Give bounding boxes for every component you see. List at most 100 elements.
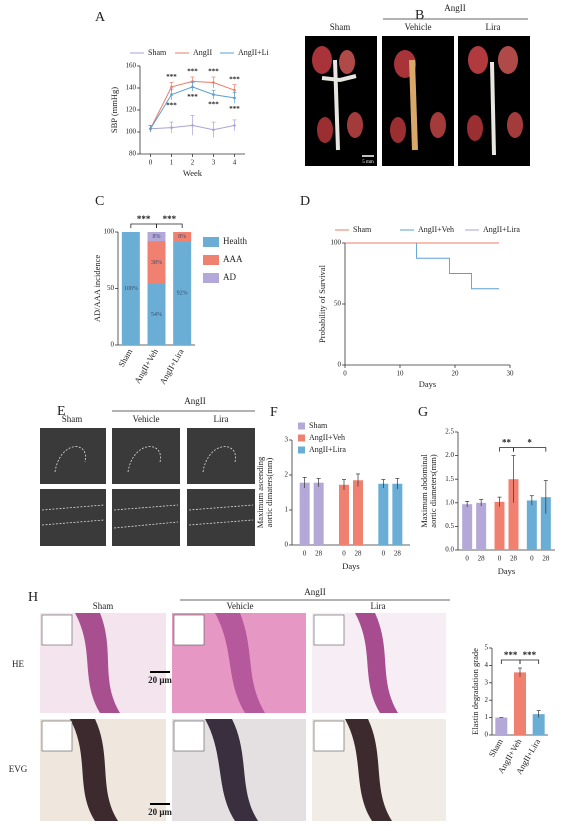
bar [313,482,324,545]
survival-line [345,242,499,290]
bar [339,484,349,545]
y-tick-label: 2 [285,471,289,479]
y-tick-label: 1.0 [445,498,454,506]
y-tick-label: 1 [485,713,489,721]
significance-label: *** [504,650,518,660]
group-label: AngII [304,587,326,597]
y-tick-label: 5 [485,644,489,652]
scale-label: 20 μm [148,675,172,685]
image-label: Sham [62,414,83,424]
x-tick-label: Sham [116,347,135,369]
y-tick-label: 2.5 [445,428,454,436]
legend-label: AngII+Veh [418,225,454,234]
y-tick-label: 160 [126,62,137,70]
bar-segment [147,283,166,345]
group-label: AngII [444,3,466,13]
x-tick-label: 28 [542,555,550,563]
vessel-outline [41,446,254,529]
panel-b: B AngII Sham Vehicle Lira 5 mm [305,3,530,166]
bar [378,483,389,545]
y-axis-label: AD/AAA incidence [92,255,102,323]
x-tick-label: 0 [530,555,534,563]
legend-swatch [203,273,219,283]
bar-segment [173,241,192,345]
x-tick-label: 0 [465,555,469,563]
y-tick-label: 1 [285,506,289,514]
bar [514,672,526,735]
significance-label: *** [187,68,198,76]
significance-label: *** [166,102,177,110]
y-tick-label: 0 [285,541,289,549]
x-tick-label: 3 [212,159,216,167]
y-tick-label: 0 [338,361,342,369]
x-tick-label: 2 [191,159,195,167]
image-label: Lira [371,601,386,611]
significance-label: *** [163,214,177,224]
x-tick-label: 28 [315,550,323,558]
x-tick-label: 0 [303,550,307,558]
significance-label: *** [187,93,198,101]
legend-label: Sham [309,421,328,430]
bar-segment [147,232,166,242]
significance-bracket [519,659,540,665]
y-tick-label: 100 [331,239,342,247]
x-axis-label: Days [342,561,359,571]
significance-label: *** [229,105,240,113]
bar [526,500,537,550]
point [170,85,173,89]
significance-bracket [500,659,521,665]
y-tick-label: 0 [485,731,489,739]
bar [476,502,487,550]
point [191,80,194,83]
significance-label: * [527,438,532,448]
row-label: HE [12,659,24,669]
y-tick-label: 2.0 [445,451,454,459]
point [191,85,194,89]
y-tick-label: 2 [485,696,489,704]
legend-label: AAA [223,254,243,264]
x-axis-label: Days [419,379,436,389]
y-axis-label: Maximum ascending [255,456,265,528]
x-tick-label: 0 [149,159,153,167]
inset [41,614,345,752]
y-tick-label: 1.5 [445,475,454,483]
x-tick-label: AngII+Lira [157,347,185,386]
bar-segment [173,232,192,242]
bar-segment [147,241,166,284]
significance-bracket [156,223,183,228]
bar [495,717,508,735]
point [233,88,236,92]
legend-label: Health [223,236,247,246]
point [170,126,173,129]
ultrasound [40,428,255,546]
significance-label: *** [166,73,177,81]
x-tick-label: 30 [507,370,515,378]
legend-swatch [298,446,305,454]
bar [462,504,473,550]
image-label: Vehicle [133,414,160,424]
photo [382,36,454,166]
point [233,96,236,100]
image-label: Lira [486,22,501,32]
y-tick-label: 50 [334,300,342,308]
legend-label: AngII+Veh [309,433,345,442]
y-axis-label: Elastin degradation grade [470,648,480,735]
x-tick-label: 10 [397,370,405,378]
y-tick-label: 4 [485,661,489,669]
significance-label: *** [137,214,151,224]
x-tick-label: 0 [498,555,502,563]
scale-label: 5 mm [362,160,374,165]
value-label: 100% [124,286,138,292]
significance-bracket [513,447,547,452]
significance-label: *** [208,101,219,109]
y-tick-label: 140 [126,84,137,92]
y-axis-label: Maximum abdominal [419,454,429,528]
value-label: 38% [151,260,162,266]
x-tick-label: Sham [486,737,505,759]
legend-label: AngII+Li [238,48,270,57]
significance-bracket [130,223,157,228]
x-tick-label: 1 [170,159,174,167]
x-tick-label: 0 [382,550,386,558]
panel-letter: G [418,405,428,420]
